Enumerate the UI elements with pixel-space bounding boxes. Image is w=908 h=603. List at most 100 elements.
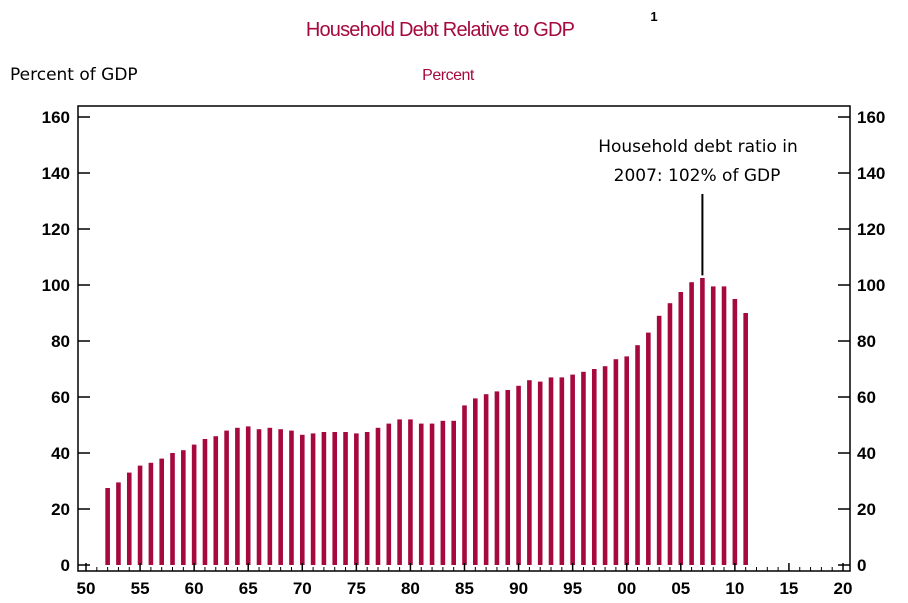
y-tick-label-right-40: 40 xyxy=(857,444,876,463)
y-tick-label-left-100: 100 xyxy=(42,276,70,295)
bar-1984 xyxy=(451,420,456,565)
bar-1993 xyxy=(548,377,554,565)
x-tick-label-10: 10 xyxy=(725,579,744,598)
y-tick-label-right-0: 0 xyxy=(857,556,866,575)
bar-2002 xyxy=(646,332,651,565)
bar-2003 xyxy=(656,315,662,565)
bar-1979 xyxy=(397,419,402,565)
bar-1967 xyxy=(267,427,273,565)
bar-1985 xyxy=(462,405,467,565)
annotation-text-line-2: 2007: 102% of GDP xyxy=(614,166,781,186)
bar-1959 xyxy=(181,450,186,565)
bar-2004 xyxy=(667,303,673,565)
bar-2005 xyxy=(678,292,684,565)
y-tick-label-left-60: 60 xyxy=(51,388,70,407)
bar-1963 xyxy=(224,430,229,565)
bar-2001 xyxy=(635,345,640,565)
bar-1995 xyxy=(570,374,575,565)
bar-1991 xyxy=(527,380,532,565)
bar-1978 xyxy=(386,423,392,565)
title-footnote-marker: 1 xyxy=(650,9,657,24)
bar-2006 xyxy=(689,282,694,565)
y-axis-label: Percent of GDP xyxy=(10,65,138,85)
bar-1996 xyxy=(581,371,586,565)
y-tick-label-right-60: 60 xyxy=(857,388,876,407)
x-tick-label-60: 60 xyxy=(185,579,204,598)
bar-1960 xyxy=(191,444,197,565)
bar-1968 xyxy=(278,429,283,565)
bar-1974 xyxy=(343,432,348,565)
bar-1990 xyxy=(516,385,521,565)
bar-1998 xyxy=(602,366,608,565)
y-tick-label-left-160: 160 xyxy=(42,108,70,127)
x-tick-label-85: 85 xyxy=(455,579,474,598)
y-tick-label-left-20: 20 xyxy=(51,500,70,519)
bar-2000 xyxy=(624,356,630,565)
x-tick-label-55: 55 xyxy=(131,579,150,598)
bar-2011 xyxy=(743,313,748,565)
x-tick-label-05: 05 xyxy=(671,579,690,598)
bar-1988 xyxy=(494,391,500,565)
bar-1956 xyxy=(148,462,154,565)
y-tick-label-left-80: 80 xyxy=(51,332,70,351)
x-tick-label-20: 20 xyxy=(834,579,853,598)
bar-1971 xyxy=(310,433,316,565)
bar-1994 xyxy=(559,377,565,565)
x-tick-label-80: 80 xyxy=(401,579,420,598)
x-tick-label-15: 15 xyxy=(779,579,798,598)
y-tick-label-right-80: 80 xyxy=(857,332,876,351)
annotation-text-line-1: Household debt ratio in xyxy=(598,137,798,157)
y-tick-label-left-40: 40 xyxy=(51,444,70,463)
x-tick-label-50: 50 xyxy=(77,579,96,598)
bar-2010 xyxy=(732,299,738,565)
bar-1977 xyxy=(375,427,381,565)
bar-1964 xyxy=(235,427,240,565)
bar-1957 xyxy=(159,458,164,565)
y-tick-label-right-140: 140 xyxy=(857,164,885,183)
bar-1973 xyxy=(332,432,338,565)
y-tick-label-left-140: 140 xyxy=(42,164,70,183)
bar-1954 xyxy=(126,472,132,565)
y-tick-label-right-120: 120 xyxy=(857,220,885,239)
bar-1965 xyxy=(245,426,251,565)
bar-1958 xyxy=(170,453,175,565)
chart-title: Household Debt Relative to GDP xyxy=(306,19,575,41)
x-tick-label-75: 75 xyxy=(347,579,366,598)
bar-1989 xyxy=(505,390,511,565)
y-tick-label-right-20: 20 xyxy=(857,500,876,519)
bar-1962 xyxy=(213,436,219,565)
bar-1982 xyxy=(429,423,435,565)
bar-1992 xyxy=(537,381,543,565)
bar-1981 xyxy=(418,423,424,565)
x-tick-label-70: 70 xyxy=(293,579,312,598)
bar-1955 xyxy=(137,465,143,565)
bar-1999 xyxy=(613,359,619,565)
bar-2007 xyxy=(700,278,705,565)
bar-1983 xyxy=(440,420,446,565)
bar-2009 xyxy=(721,286,727,565)
bar-1976 xyxy=(364,432,370,565)
bar-1966 xyxy=(256,429,262,565)
bar-1997 xyxy=(591,369,597,565)
x-tick-label-00: 00 xyxy=(617,579,636,598)
x-tick-label-90: 90 xyxy=(509,579,528,598)
y-tick-label-right-160: 160 xyxy=(857,108,885,127)
y-tick-label-left-0: 0 xyxy=(61,556,70,575)
bar-1969 xyxy=(289,430,294,565)
bar-1987 xyxy=(483,394,489,565)
x-tick-label-65: 65 xyxy=(239,579,258,598)
bar-1961 xyxy=(202,439,208,565)
chart-subtitle: Percent xyxy=(422,67,475,84)
bar-1986 xyxy=(473,398,478,565)
bar-2008 xyxy=(710,286,716,565)
y-tick-label-left-120: 120 xyxy=(42,220,70,239)
bar-1972 xyxy=(321,432,327,565)
x-axis: 50 55 60 65 70 75 80 85 90 95 00 05 10 15 20 xyxy=(77,563,853,598)
bar-1953 xyxy=(116,482,121,565)
bar-1970 xyxy=(299,434,305,565)
bar-series xyxy=(105,278,748,565)
y-axes: 0 0 20 20 40 40 60 60 80 80 100 100 120 120 140 140 160 1… xyxy=(42,108,886,575)
x-tick-label-95: 95 xyxy=(563,579,582,598)
bar-1975 xyxy=(354,433,359,565)
